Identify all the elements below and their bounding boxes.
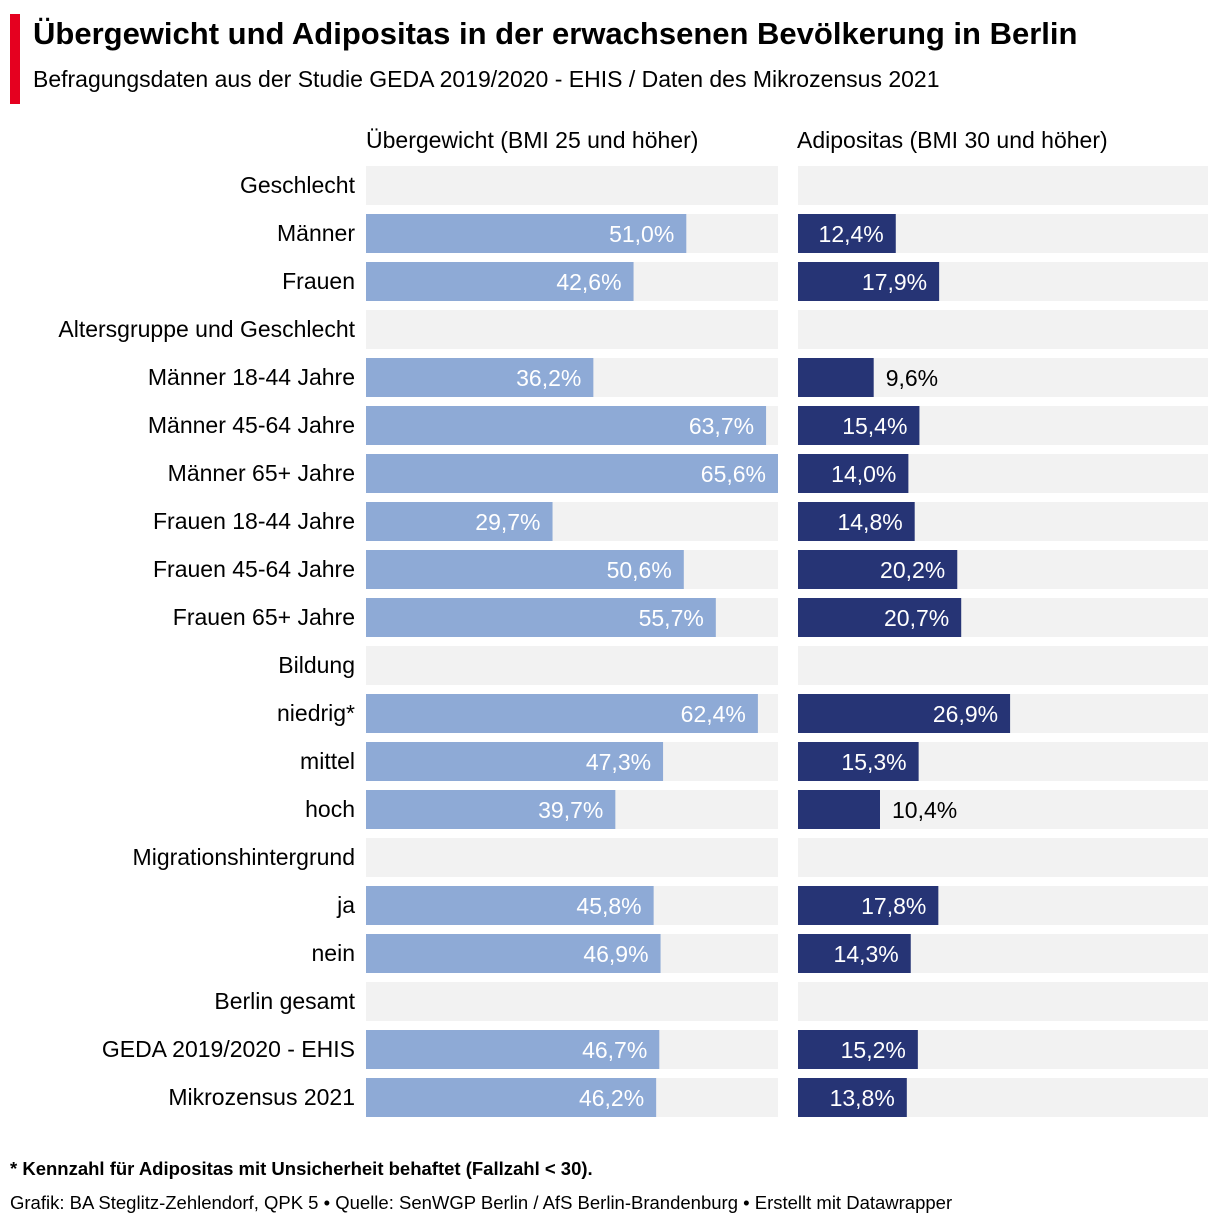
data-label-obesity: 12,4% — [819, 221, 884, 247]
bar-track-overweight — [366, 166, 778, 205]
row-label: Mikrozensus 2021 — [168, 1084, 355, 1110]
bar-obesity — [798, 886, 939, 925]
bar-obesity — [798, 1078, 907, 1117]
row-label: Männer — [277, 220, 355, 246]
data-label-obesity: 15,4% — [842, 413, 907, 439]
bar-overweight — [366, 598, 716, 637]
row-label: Männer 45-64 Jahre — [148, 412, 355, 438]
data-label-obesity: 17,8% — [861, 893, 926, 919]
bar-overweight — [366, 790, 616, 829]
bar-chart: Geschlecht Männer 51,0% 12,4% Frauen 42,6% 17,… — [58, 166, 1208, 1117]
group-label: Berlin gesamt — [214, 988, 355, 1014]
bar-overweight — [366, 214, 687, 253]
footnote: * Kennzahl für Adipositas mit Unsicherhe… — [10, 1158, 593, 1179]
bar-obesity — [798, 598, 962, 637]
bar-obesity — [798, 550, 958, 589]
bar-overweight — [366, 550, 684, 589]
row-label: Frauen — [282, 268, 355, 294]
data-label-overweight: 39,7% — [538, 797, 603, 823]
group-label: Bildung — [278, 652, 355, 678]
bar-obesity — [798, 1030, 918, 1069]
data-label-overweight: 50,6% — [607, 557, 672, 583]
row-label: niedrig* — [277, 700, 355, 726]
row-label: Frauen 65+ Jahre — [173, 604, 355, 630]
data-label-obesity: 17,9% — [862, 269, 927, 295]
row-label: nein — [312, 940, 355, 966]
bar-obesity — [798, 934, 911, 973]
bar-track-obesity — [798, 838, 1208, 877]
bar-track-obesity — [798, 646, 1208, 685]
data-label-overweight: 51,0% — [609, 221, 674, 247]
bar-obesity — [798, 214, 896, 253]
chart-title: Übergewicht und Adipositas in der erwach… — [33, 16, 1078, 51]
data-label-obesity: 20,7% — [884, 605, 949, 631]
bar-overweight — [366, 1078, 657, 1117]
bar-overweight — [366, 358, 594, 397]
row-label: Männer 18-44 Jahre — [148, 364, 355, 390]
bar-track-overweight — [366, 982, 778, 1021]
data-label-obesity: 15,3% — [841, 749, 906, 775]
bar-track-obesity — [798, 310, 1208, 349]
bar-obesity — [798, 502, 915, 541]
data-label-obesity: 15,2% — [841, 1037, 906, 1063]
row-label: Frauen 45-64 Jahre — [153, 556, 355, 582]
data-label-obesity: 14,0% — [831, 461, 896, 487]
bar-overweight — [366, 454, 778, 493]
data-label-overweight: 65,6% — [701, 461, 766, 487]
bar-overweight — [366, 742, 664, 781]
bar-overweight — [366, 262, 634, 301]
bar-obesity — [798, 694, 1011, 733]
row-label: GEDA 2019/2020 - EHIS — [102, 1036, 355, 1062]
bar-overweight — [366, 502, 553, 541]
credits: Grafik: BA Steglitz-Zehlendorf, QPK 5 • … — [10, 1192, 953, 1213]
group-label: Altersgruppe und Geschlecht — [58, 316, 355, 342]
data-label-overweight: 36,2% — [516, 365, 581, 391]
data-label-obesity: 10,4% — [892, 797, 957, 823]
bar-obesity — [798, 790, 880, 829]
bar-track-obesity — [798, 166, 1208, 205]
data-label-obesity: 13,8% — [830, 1085, 895, 1111]
data-label-overweight: 45,8% — [576, 893, 641, 919]
data-label-overweight: 42,6% — [556, 269, 621, 295]
bar-track-overweight — [366, 838, 778, 877]
bar-overweight — [366, 694, 758, 733]
data-label-overweight: 62,4% — [681, 701, 746, 727]
column-header-overweight: Übergewicht (BMI 25 und höher) — [366, 127, 699, 153]
data-label-overweight: 46,2% — [579, 1085, 644, 1111]
bar-obesity — [798, 742, 919, 781]
group-label: Migrationshintergrund — [133, 844, 355, 870]
bar-overweight — [366, 406, 767, 445]
data-label-obesity: 26,9% — [933, 701, 998, 727]
data-label-overweight: 55,7% — [639, 605, 704, 631]
row-label: ja — [336, 892, 355, 918]
data-label-overweight: 46,9% — [583, 941, 648, 967]
data-label-overweight: 29,7% — [475, 509, 540, 535]
row-label: Männer 65+ Jahre — [168, 460, 355, 486]
bar-obesity — [798, 358, 874, 397]
bar-track-overweight — [366, 646, 778, 685]
bar-obesity — [798, 454, 909, 493]
data-label-obesity: 20,2% — [880, 557, 945, 583]
accent-bar — [10, 14, 20, 104]
bar-track-obesity — [798, 982, 1208, 1021]
data-label-obesity: 14,8% — [837, 509, 902, 535]
row-label: Frauen 18-44 Jahre — [153, 508, 355, 534]
bar-track-overweight — [366, 310, 778, 349]
group-label: Geschlecht — [240, 172, 356, 198]
data-label-obesity: 9,6% — [886, 365, 938, 391]
column-header-obesity: Adipositas (BMI 30 und höher) — [797, 127, 1108, 153]
row-label: hoch — [305, 796, 355, 822]
data-label-overweight: 46,7% — [582, 1037, 647, 1063]
bar-obesity — [798, 406, 920, 445]
bar-overweight — [366, 1030, 660, 1069]
data-label-overweight: 47,3% — [586, 749, 651, 775]
data-label-obesity: 14,3% — [834, 941, 899, 967]
bar-overweight — [366, 934, 661, 973]
row-label: mittel — [300, 748, 355, 774]
data-label-overweight: 63,7% — [689, 413, 754, 439]
bar-obesity — [798, 262, 940, 301]
chart-subtitle: Befragungsdaten aus der Studie GEDA 2019… — [33, 66, 940, 92]
bar-overweight — [366, 886, 654, 925]
